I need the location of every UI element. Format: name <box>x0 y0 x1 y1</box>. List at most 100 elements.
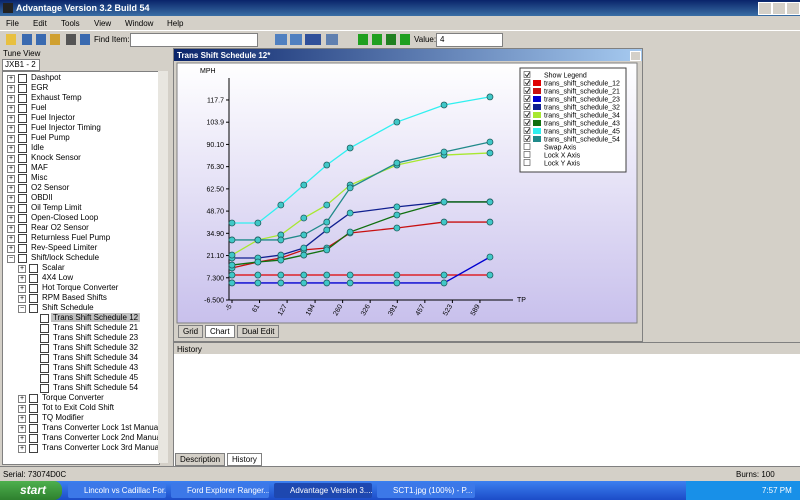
tree-expander[interactable]: + <box>18 275 26 283</box>
toolbar-button[interactable] <box>22 34 32 45</box>
tree-checkbox[interactable] <box>29 394 38 403</box>
data-point[interactable] <box>486 138 494 146</box>
data-point[interactable] <box>393 118 401 126</box>
tree-item[interactable]: Oil Temp Limit <box>31 203 82 212</box>
tree-checkbox[interactable] <box>29 444 38 453</box>
tree-expander[interactable]: + <box>7 165 15 173</box>
edit-button[interactable] <box>386 34 396 45</box>
legend-checkbox[interactable] <box>523 87 531 94</box>
subtract-button[interactable] <box>372 34 382 45</box>
tree-expander[interactable]: + <box>7 145 15 153</box>
tree-expander[interactable]: + <box>7 185 15 193</box>
tree-item[interactable]: Trans Converter Lock 1st Manual Shift <box>42 423 160 432</box>
data-point[interactable] <box>300 214 308 222</box>
data-point[interactable] <box>393 271 401 279</box>
data-point[interactable] <box>440 198 448 206</box>
data-point[interactable] <box>486 198 494 206</box>
tree-item[interactable]: OBDII <box>31 193 53 202</box>
tab[interactable]: Grid <box>178 325 204 338</box>
tree-expander[interactable]: + <box>18 435 26 443</box>
data-point[interactable] <box>254 219 262 227</box>
toolbar-button[interactable] <box>50 34 60 45</box>
data-point[interactable] <box>228 271 236 279</box>
tab[interactable]: Chart <box>205 325 235 338</box>
data-point[interactable] <box>440 271 448 279</box>
data-point[interactable] <box>486 218 494 226</box>
legend-checkbox[interactable] <box>523 143 531 150</box>
legend-checkbox[interactable] <box>523 159 531 166</box>
tree-item[interactable]: MAF <box>31 163 48 172</box>
tree-checkbox[interactable] <box>18 104 27 113</box>
data-point[interactable] <box>277 271 285 279</box>
tree-expander[interactable]: + <box>18 285 26 293</box>
data-point[interactable] <box>277 279 285 287</box>
tree-checkbox[interactable] <box>18 144 27 153</box>
tree-expander[interactable]: + <box>18 405 26 413</box>
tree-checkbox[interactable] <box>18 114 27 123</box>
data-point[interactable] <box>393 159 401 167</box>
tree-checkbox[interactable] <box>18 254 27 263</box>
tree-expander[interactable]: + <box>7 75 15 83</box>
toolbar-button[interactable] <box>6 34 16 45</box>
tree-item[interactable]: Torque Converter <box>42 393 104 402</box>
tree-expander[interactable]: + <box>7 85 15 93</box>
data-point[interactable] <box>254 271 262 279</box>
toolbar-button[interactable] <box>305 34 321 45</box>
tree-checkbox[interactable] <box>29 264 38 273</box>
tree-checkbox[interactable] <box>29 434 38 443</box>
tree-item[interactable]: Knock Sensor <box>31 153 81 162</box>
data-point[interactable] <box>323 218 331 226</box>
data-point[interactable] <box>440 218 448 226</box>
data-point[interactable] <box>440 148 448 156</box>
tree-item[interactable]: 4X4 Low <box>42 273 74 282</box>
legend-checkbox[interactable] <box>523 151 531 158</box>
tree-expander[interactable]: + <box>7 155 15 163</box>
tree-expander[interactable]: + <box>7 175 15 183</box>
tree-checkbox[interactable] <box>18 174 27 183</box>
minimize-button[interactable] <box>758 2 772 15</box>
taskbar-task[interactable]: Lincoln vs Cadillac For... <box>68 483 166 498</box>
data-point[interactable] <box>393 279 401 287</box>
data-point[interactable] <box>346 271 354 279</box>
data-point[interactable] <box>346 228 354 236</box>
data-point[interactable] <box>346 144 354 152</box>
data-point[interactable] <box>323 226 331 234</box>
tree-item[interactable]: Dashpot <box>31 73 61 82</box>
tree-checkbox[interactable] <box>29 274 38 283</box>
legend-checkbox[interactable] <box>523 95 531 102</box>
data-point[interactable] <box>323 201 331 209</box>
tree-checkbox[interactable] <box>18 224 27 233</box>
taskbar-task[interactable]: SCT1.jpg (100%) - P... <box>377 483 475 498</box>
toolbar-button[interactable] <box>66 34 76 45</box>
tree-checkbox[interactable] <box>18 184 27 193</box>
legend-checkbox[interactable] <box>523 79 531 86</box>
scrollbar[interactable] <box>158 71 168 463</box>
tree-item[interactable]: Trans Shift Schedule 45 <box>53 373 139 382</box>
tree-expander[interactable]: − <box>18 305 26 313</box>
tree-checkbox[interactable] <box>29 424 38 433</box>
data-point[interactable] <box>300 244 308 252</box>
data-point[interactable] <box>393 203 401 211</box>
data-point[interactable] <box>300 279 308 287</box>
toolbar-button[interactable] <box>36 34 46 45</box>
tree-expander[interactable]: + <box>18 265 26 273</box>
tree-expander[interactable]: + <box>7 245 15 253</box>
tree-item[interactable]: Scalar <box>42 263 65 272</box>
tree-checkbox[interactable] <box>18 84 27 93</box>
data-point[interactable] <box>323 161 331 169</box>
tree-checkbox[interactable] <box>40 354 49 363</box>
legend-checkbox[interactable] <box>523 71 531 78</box>
tree-checkbox[interactable] <box>18 154 27 163</box>
start-button[interactable]: start <box>0 481 62 500</box>
tree-expander[interactable]: + <box>18 445 26 453</box>
menu-item[interactable]: Tools <box>61 19 80 28</box>
toolbar-button[interactable] <box>326 34 338 45</box>
tree-item[interactable]: Trans Shift Schedule 43 <box>53 363 139 372</box>
data-point[interactable] <box>254 258 262 266</box>
menu-item[interactable]: File <box>6 19 19 28</box>
data-point[interactable] <box>323 246 331 254</box>
taskbar-task[interactable]: Advantage Version 3.... <box>274 483 372 498</box>
data-point[interactable] <box>440 101 448 109</box>
tree-item[interactable]: TQ Modifier <box>42 413 84 422</box>
tree-checkbox[interactable] <box>18 164 27 173</box>
